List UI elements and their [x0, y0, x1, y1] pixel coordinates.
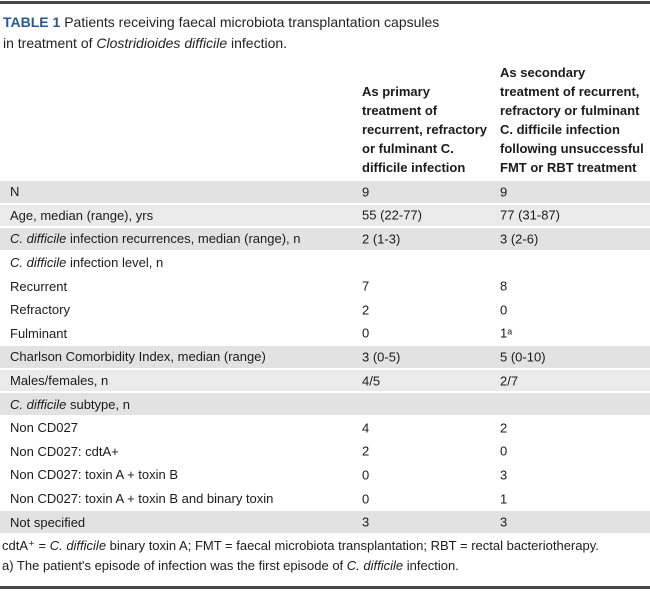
row-label-text: Fulminant [10, 325, 68, 341]
column-header-primary-treatment: As primary treatment of recurrent, refra… [362, 84, 487, 175]
row-label-text: Non CD027: cdtA+ [10, 443, 119, 459]
table-title: TABLE 1 Patients receiving faecal microb… [3, 12, 439, 54]
row-value-primary: 0 [362, 491, 370, 507]
row-value-secondary: 9 [500, 184, 508, 200]
row-label-text: subtype, n [66, 396, 130, 412]
table-row: Charlson Comorbidity Index, median (rang… [0, 344, 650, 368]
row-label-text: infection level, n [66, 255, 164, 271]
row-label-text: Non CD027: toxin A + toxin B and binary … [10, 491, 274, 507]
row-label: Non CD027: toxin A + toxin B and binary … [0, 491, 273, 506]
row-label: Males/females, n [0, 373, 108, 388]
table-row: Not specified 3 3 [0, 509, 650, 533]
row-value-secondary: 0 [500, 302, 508, 318]
row-label-text: Males/females, n [10, 373, 109, 389]
row-value-primary: 2 [362, 443, 370, 459]
row-value-primary: 4 [362, 420, 370, 436]
bottom-rule [0, 586, 650, 589]
row-label-text: Age, median (range), yrs [10, 207, 154, 223]
row-value-primary: 7 [362, 278, 370, 294]
row-label-text: infection recurrences, median (range), n [66, 231, 301, 247]
row-value-primary: 55 (22-77) [362, 207, 422, 223]
row-value-primary: 0 [362, 467, 370, 483]
row-value-secondary: 8 [500, 278, 508, 294]
table-row: Non CD027: cdtA+ 2 0 [0, 438, 650, 463]
row-value-primary: 9 [362, 184, 370, 200]
column-headers: As primary treatment of recurrent, refra… [0, 62, 650, 179]
row-value-secondary: 77 (31-87) [500, 207, 560, 223]
row-label: C. difficile subtype, n [0, 397, 130, 412]
row-value-secondary: 3 [500, 514, 508, 530]
table-row: Non CD027: toxin A + toxin B 0 3 [0, 462, 650, 486]
row-label-italic: C. difficile [10, 231, 67, 247]
row-value-primary: 0 [362, 325, 370, 341]
row-label: C. difficile infection level, n [0, 255, 163, 270]
footnote-abbreviations: cdtA⁺ = C. difficile binary toxin A; FMT… [2, 538, 599, 553]
row-value-primary: 2 (1-3) [362, 231, 401, 247]
species-name-italic: Clostridioides difficile [96, 35, 228, 51]
footnotes: cdtA⁺ = C. difficile binary toxin A; FMT… [2, 536, 650, 576]
row-value-secondary: 3 [500, 467, 508, 483]
row-value-secondary: 2 [500, 420, 508, 436]
table-number-label: TABLE 1 [3, 14, 61, 30]
table-row: Males/females, n 4/5 2/7 [0, 367, 650, 392]
row-label: Non CD027 [0, 420, 78, 435]
row-label-text: Refractory [10, 302, 70, 318]
row-value-primary: 4/5 [362, 373, 381, 389]
row-label-text: Charlson Comorbidity Index, median (rang… [10, 349, 266, 365]
table-row: Age, median (range), yrs 55 (22-77) 77 (… [0, 202, 650, 227]
table-row: Fulminant 0 1ᵃ [0, 320, 650, 345]
row-label-italic: C. difficile [10, 396, 67, 412]
table-row: C. difficile infection level, n [0, 249, 650, 274]
table-title-line2: in treatment of Clostridioides difficile… [3, 35, 288, 51]
row-label: Recurrent [0, 279, 67, 294]
row-label: Non CD027: cdtA+ [0, 444, 119, 459]
row-label-text: Recurrent [10, 278, 68, 294]
table-row: C. difficile subtype, n [0, 391, 650, 415]
row-label: N [0, 184, 19, 199]
row-value-secondary: 3 (2-6) [500, 231, 539, 247]
row-label-text: Not specified [10, 514, 86, 530]
row-label: Refractory [0, 302, 70, 317]
row-value-primary: 3 (0-5) [362, 349, 401, 365]
table-row: N 9 9 [0, 179, 650, 203]
row-label-text: Non CD027 [10, 420, 78, 436]
row-value-secondary: 1ᵃ [500, 325, 513, 341]
row-value-primary: 3 [362, 514, 370, 530]
table-row: C. difficile infection recurrences, medi… [0, 226, 650, 250]
row-label: Age, median (range), yrs [0, 208, 153, 223]
footnote-a: a) The patient's episode of infection wa… [2, 558, 459, 573]
table-row: Refractory 2 0 [0, 296, 650, 321]
row-label: C. difficile infection recurrences, medi… [0, 231, 300, 246]
column-header-secondary-treatment: As secondary treatment of recurrent, ref… [500, 65, 644, 175]
table-title-text: Patients receiving faecal microbiota tra… [60, 14, 440, 30]
row-label-text: Non CD027: toxin A + toxin B [10, 467, 179, 483]
row-label: Fulminant [0, 326, 67, 341]
row-label-text: N [10, 184, 20, 200]
row-label: Not specified [0, 515, 85, 530]
table-row: Non CD027: toxin A + toxin B and binary … [0, 485, 650, 510]
top-rule [0, 1, 650, 4]
row-label-italic: C. difficile [10, 255, 67, 271]
row-value-secondary: 1 [500, 491, 508, 507]
row-value-secondary: 2/7 [500, 373, 519, 389]
row-value-secondary: 5 (0-10) [500, 349, 546, 365]
table-body: N 9 9 Age, median (range), yrs 55 (22-77… [0, 179, 650, 533]
row-value-primary: 2 [362, 302, 370, 318]
table-title-line1: TABLE 1 Patients receiving faecal microb… [3, 12, 439, 33]
row-label: Charlson Comorbidity Index, median (rang… [0, 349, 266, 364]
table-row: Non CD027 4 2 [0, 414, 650, 439]
table-row: Recurrent 7 8 [0, 273, 650, 297]
row-label: Non CD027: toxin A + toxin B [0, 467, 178, 482]
row-value-secondary: 0 [500, 443, 508, 459]
